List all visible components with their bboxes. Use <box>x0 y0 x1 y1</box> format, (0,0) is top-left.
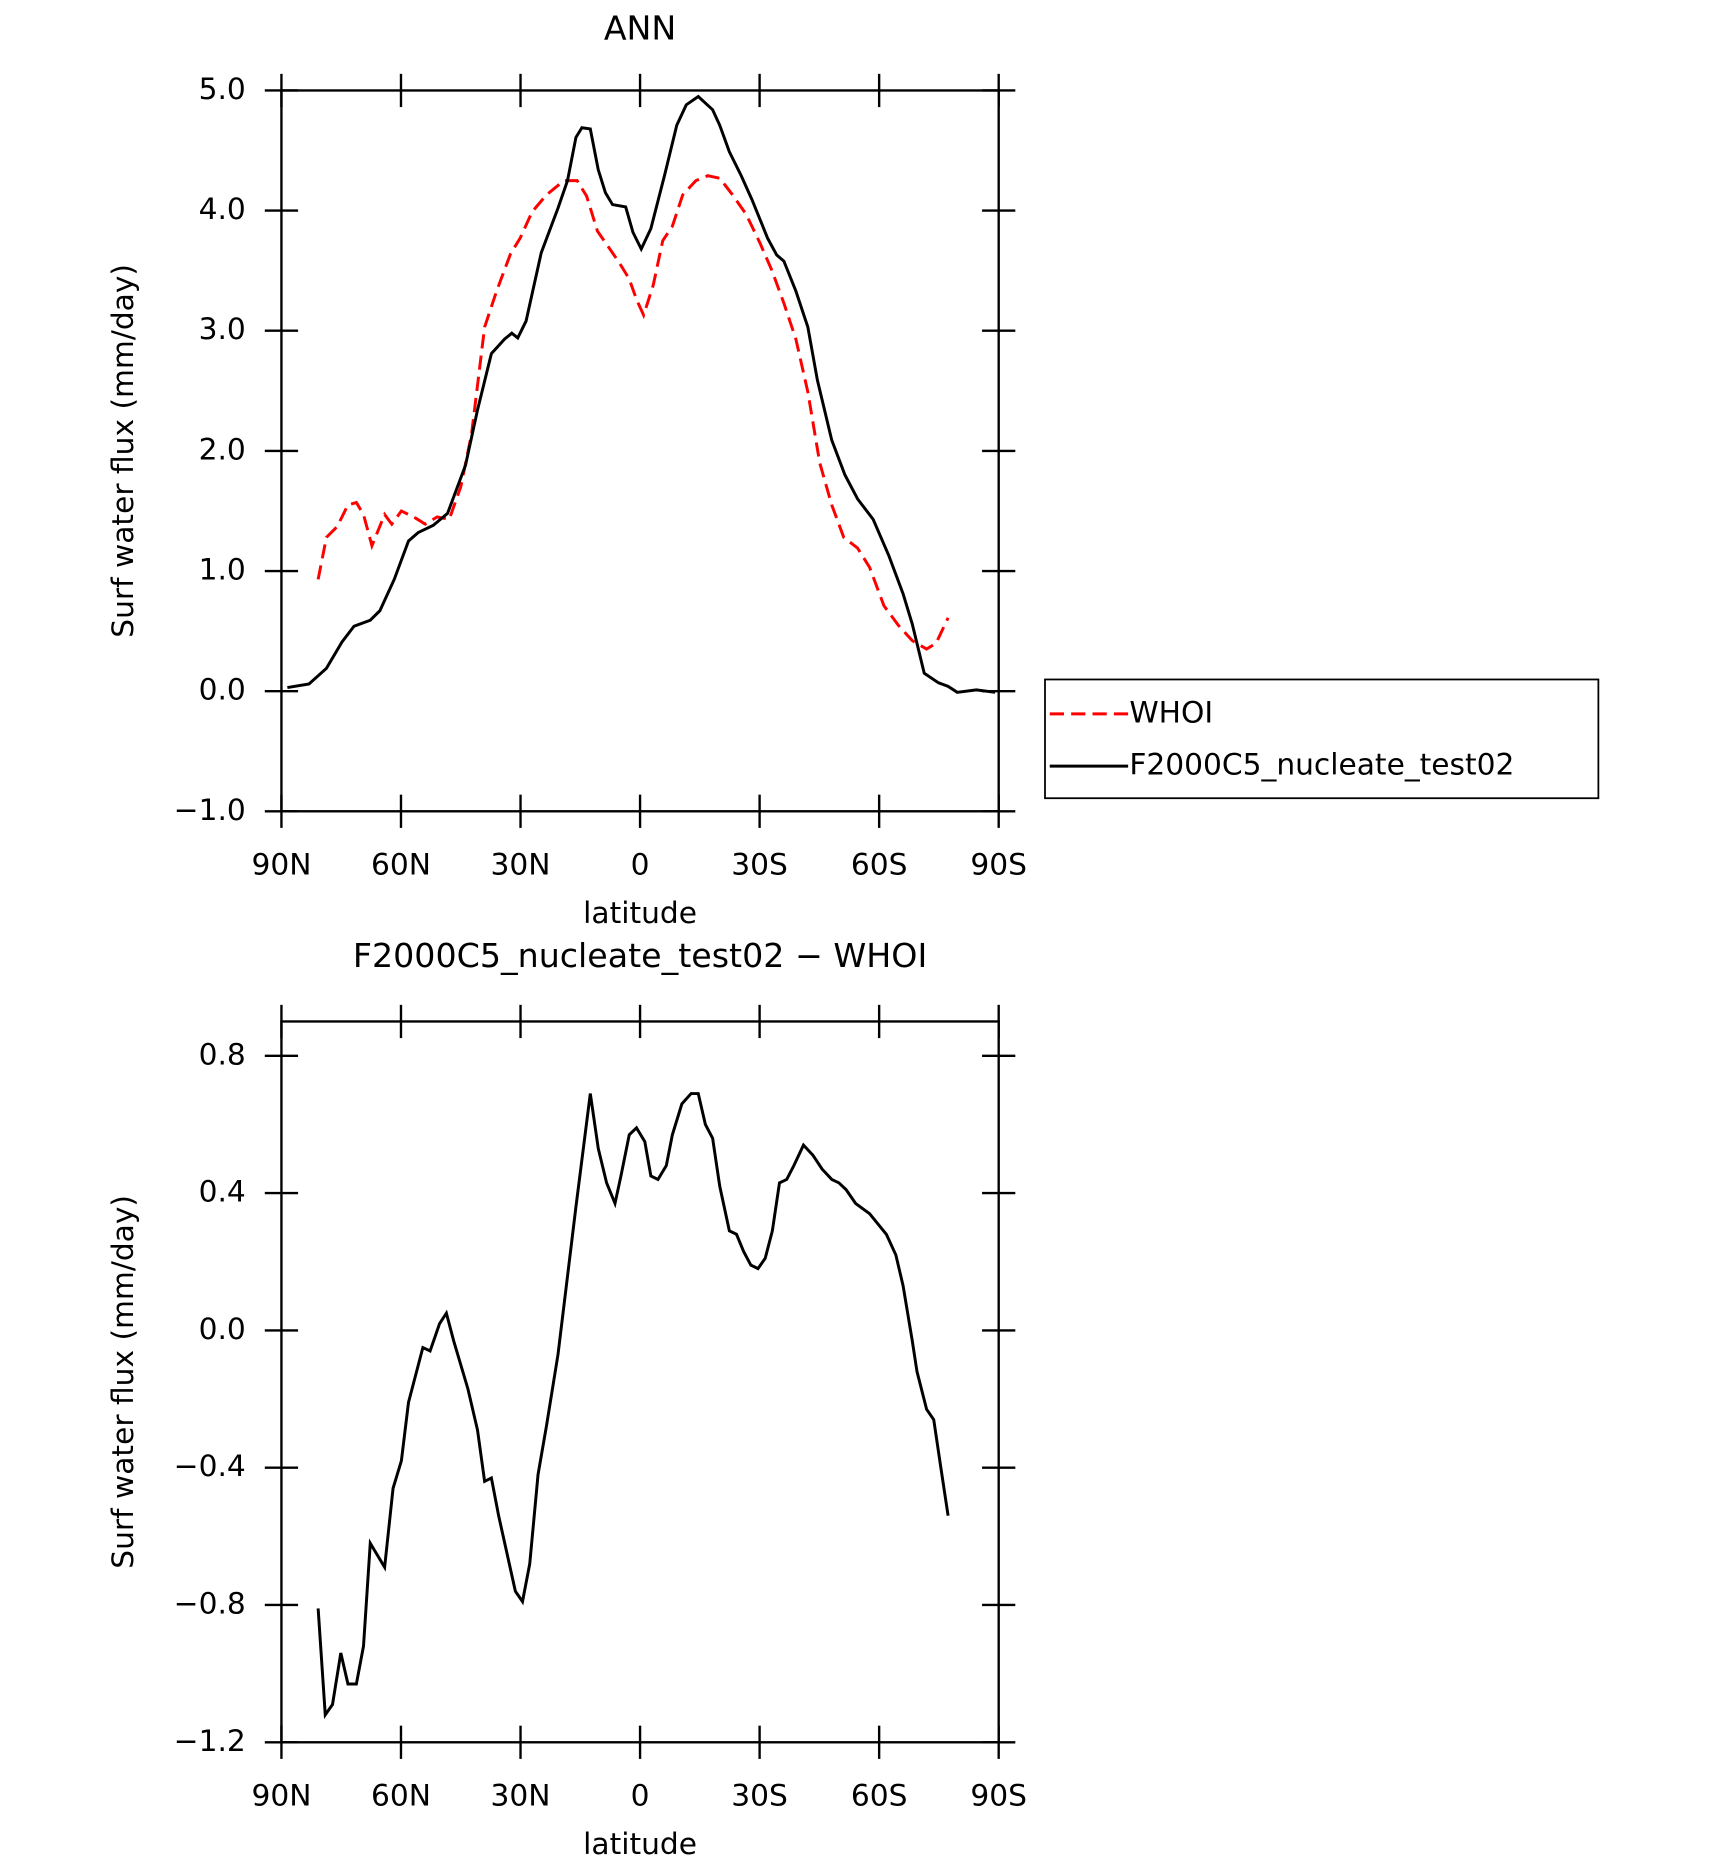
plot-frame <box>280 89 1000 813</box>
x-tick-label: 60N <box>371 846 431 881</box>
x-tick-label: 90S <box>970 1777 1027 1812</box>
data-line <box>316 1092 950 1720</box>
x-tick-label: 30S <box>731 846 788 881</box>
x-tick-label: 60S <box>851 1777 908 1812</box>
y-tick-label: 0.4 <box>199 1174 246 1209</box>
x-tick-label: 90S <box>970 846 1027 881</box>
x-axis-label: latitude <box>583 1826 697 1861</box>
x-tick-label: 0 <box>631 846 650 881</box>
y-tick-label: 0.0 <box>199 672 246 707</box>
y-tick-label: 0.8 <box>199 1036 246 1071</box>
data-line <box>287 94 996 694</box>
x-tick-label: 30N <box>491 1777 551 1812</box>
x-tick-label: 90N <box>251 1777 311 1812</box>
y-tick-label: −1.2 <box>174 1723 246 1758</box>
y-tick-label: −0.4 <box>174 1448 246 1483</box>
y-axis-label: Surf water flux (mm/day) <box>105 1195 140 1569</box>
y-tick-label: −1.0 <box>174 792 246 827</box>
x-tick-label: 0 <box>631 1777 650 1812</box>
legend-label: WHOI <box>1129 694 1213 729</box>
x-tick-label: 30N <box>491 846 551 881</box>
legend-box <box>1044 678 1600 800</box>
y-tick-label: 1.0 <box>199 552 246 587</box>
x-tick-label: 60S <box>851 846 908 881</box>
y-tick-label: 4.0 <box>199 191 246 226</box>
data-line <box>316 174 950 651</box>
y-tick-label: 0.0 <box>199 1311 246 1346</box>
legend-label: F2000C5_nucleate_test02 <box>1129 747 1514 782</box>
y-tick-label: 3.0 <box>199 311 246 346</box>
y-axis-label: Surf water flux (mm/day) <box>105 264 140 638</box>
plot-frame <box>280 1020 1000 1744</box>
y-tick-label: −0.8 <box>174 1585 246 1620</box>
y-tick-label: 5.0 <box>199 71 246 106</box>
x-tick-label: 60N <box>371 1777 431 1812</box>
chart-title: F2000C5_nucleate_test02 − WHOI <box>353 936 927 975</box>
x-axis-label: latitude <box>583 895 697 930</box>
y-tick-label: 2.0 <box>199 431 246 466</box>
x-tick-label: 30S <box>731 1777 788 1812</box>
x-tick-label: 90N <box>251 846 311 881</box>
chart-title: ANN <box>604 8 677 47</box>
